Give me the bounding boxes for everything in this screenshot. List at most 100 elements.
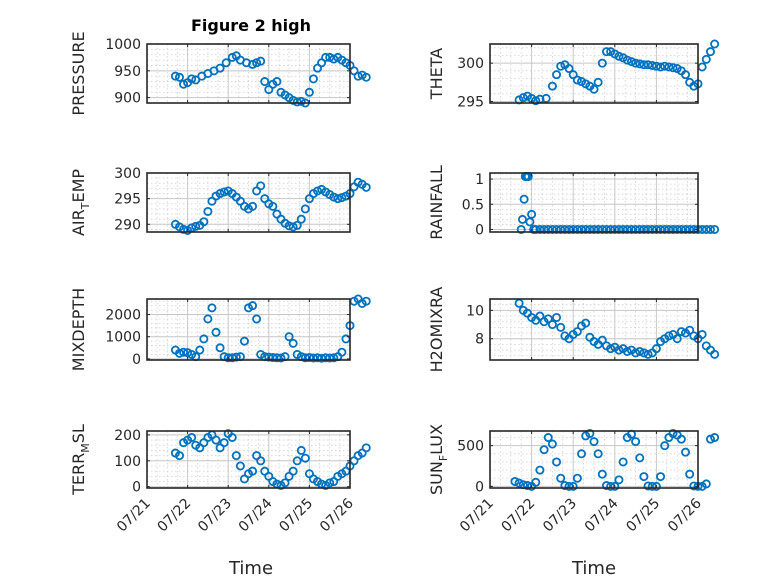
data-point [705,224,715,234]
axes-box [489,43,699,104]
data-point [651,481,661,491]
data-point [174,348,184,358]
y-tick-label: 295 [114,192,141,208]
data-point [701,224,711,234]
y-tick-label: 900 [114,91,141,107]
data-point [568,481,578,491]
subplot-terr: 0 100 200 TERRMSL 07/21 07/22 07/23 07/24 07/25 0… [69,424,371,535]
data-point [701,341,711,351]
data-point [329,353,339,363]
data-point [313,186,323,196]
data-point [676,224,686,234]
data-point [656,224,666,234]
y-tick-label: 10 [466,303,484,319]
data-point [585,428,595,438]
data-point [215,63,225,73]
data-point [668,224,678,234]
data-point [531,477,541,487]
y-axis-label: PRESSURE [69,31,88,115]
data-point [221,58,231,68]
axes-box [489,430,699,489]
data-point [681,70,691,80]
data-point [572,224,582,234]
data-point [672,224,682,234]
data-point [535,224,545,234]
data-point [618,224,628,234]
data-point [203,314,213,324]
data-point [304,87,314,97]
x-axis-label-right: Time [571,558,616,579]
data-point [329,54,339,64]
data-point [288,222,298,232]
data-point [597,335,607,345]
data-point [300,204,310,214]
data-point [547,81,557,91]
subplot-theta: 295 300 THETA [427,39,720,110]
data-point [248,59,258,69]
data-point [643,224,653,234]
data-point [610,481,620,491]
data-point [593,449,603,459]
y-axis-label: TERRMSL [69,424,92,496]
data-point [211,435,221,445]
data-point [516,224,526,234]
data-point [260,77,270,87]
data-point [284,221,294,231]
data-point [235,461,245,471]
data-point [664,62,674,72]
y-axis-label: THETA [427,48,446,100]
data-point [252,314,262,324]
data-point [199,334,209,344]
data-point [325,353,335,363]
data-point [519,194,529,204]
data-point [531,96,541,106]
y-axis-label: RAINFALL [427,165,446,240]
x-tick-label: 07/22 [499,496,539,536]
y-axis-label: AIRTEMP [69,169,92,236]
data-point [543,314,553,324]
data-point [552,457,562,467]
data-point [701,54,711,64]
data-point [199,217,209,227]
data-point [174,72,184,82]
data-point [664,224,674,234]
data-point [635,346,645,356]
data-point [308,74,318,84]
y-tick-label: 8 [475,332,484,348]
data-point [614,51,624,61]
x-tick-label: 07/26 [317,495,357,535]
data-point [256,56,266,66]
data-point [223,353,233,363]
data-point [527,209,537,219]
data-point [643,349,653,359]
data-point [577,449,587,459]
data-point [676,434,686,444]
y-axis-label: SUNFLUX [427,424,450,495]
data-point [676,327,686,337]
data-point [593,224,603,234]
x-tick-label: 07/26 [665,495,705,535]
data-point [672,334,682,344]
data-point [325,52,335,62]
data-point [564,481,574,491]
data-point [203,206,213,216]
data-point [296,445,306,455]
data-point [535,465,545,475]
data-point [219,438,229,448]
data-point [577,224,587,234]
data-point [174,451,184,461]
data-point [288,466,298,476]
data-point [248,201,258,211]
data-point [187,432,197,442]
data-point [556,322,566,332]
data-series [170,177,371,235]
data-point [581,318,591,328]
data-point [639,348,649,358]
data-point [333,194,343,204]
y-tick-label: 0 [475,479,484,495]
y-tick-label: 200 [114,428,141,444]
data-point [227,432,237,442]
y-tick-label: 0 [475,222,484,238]
data-point [349,182,359,192]
